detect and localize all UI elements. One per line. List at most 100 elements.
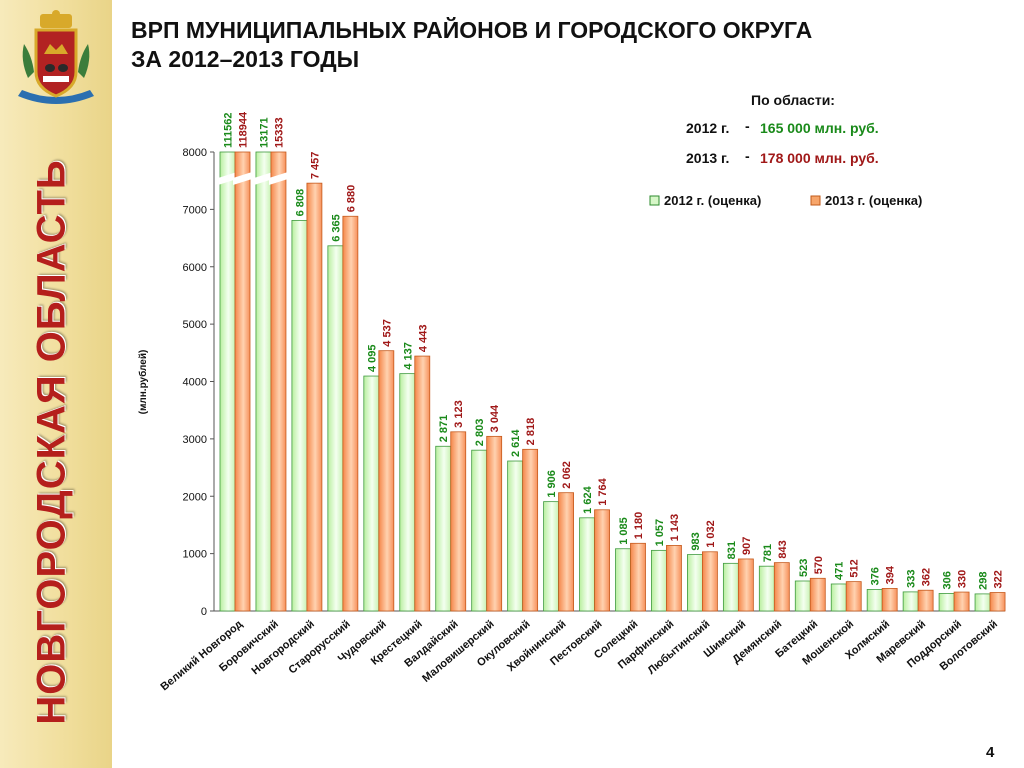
bar-2012 bbox=[974, 593, 991, 612]
data-label: 362 bbox=[921, 568, 933, 586]
title-line-2: ЗА 2012–2013 ГОДЫ bbox=[131, 46, 360, 72]
data-label: 2 871 bbox=[438, 415, 450, 443]
x-tick-label: Новгородский bbox=[249, 618, 316, 677]
data-label: 322 bbox=[993, 570, 1005, 588]
data-label: 523 bbox=[798, 559, 810, 577]
data-label: 13171 bbox=[258, 117, 270, 148]
axis-break-mark bbox=[253, 172, 273, 185]
bar-2012 bbox=[399, 373, 416, 612]
data-label: 1 180 bbox=[633, 512, 645, 540]
bar-2013 bbox=[773, 562, 790, 612]
bar-2013 bbox=[558, 492, 574, 612]
bar-2012 bbox=[255, 151, 272, 612]
data-label: 1 085 bbox=[618, 517, 630, 545]
summary-row-2012: 2012 г. - 165 000 млн. руб. bbox=[686, 118, 879, 136]
bar-2013 bbox=[306, 182, 323, 612]
y-tick-label: 6000 bbox=[183, 262, 207, 274]
y-tick-label: 5000 bbox=[183, 319, 207, 331]
data-label: 6 365 bbox=[330, 214, 342, 242]
bar-2013 bbox=[486, 435, 503, 612]
data-label: 2 803 bbox=[474, 419, 486, 447]
bar-2012 bbox=[866, 589, 883, 612]
novgorod-coat-of-arms-icon bbox=[18, 10, 94, 104]
summary-dash-2012: - bbox=[745, 118, 750, 134]
data-label: 298 bbox=[978, 572, 990, 590]
data-label: 3 123 bbox=[453, 400, 465, 428]
bar-2013 bbox=[917, 589, 934, 612]
data-label: 2 818 bbox=[525, 418, 537, 446]
bar-2012 bbox=[687, 554, 703, 612]
bar-2012 bbox=[758, 565, 775, 612]
legend-label-2013: 2013 г. (оценка) bbox=[825, 193, 922, 208]
bar-2012 bbox=[507, 460, 524, 612]
bar-2013 bbox=[845, 581, 862, 612]
data-label: 394 bbox=[885, 565, 897, 584]
y-tick-label: 4000 bbox=[183, 377, 207, 389]
bar-2013 bbox=[342, 215, 359, 612]
page-number: 4 bbox=[986, 744, 995, 761]
data-label: 6 808 bbox=[294, 189, 306, 217]
legend: 2012 г. (оценка) 2013 г. (оценка) bbox=[649, 193, 922, 208]
summary-year-2013: 2013 г. bbox=[686, 150, 729, 166]
data-label: 376 bbox=[870, 567, 882, 585]
summary-heading: По области: bbox=[751, 92, 835, 108]
bar-2013 bbox=[702, 551, 718, 612]
data-label: 2 614 bbox=[510, 429, 522, 457]
data-label: 4 537 bbox=[381, 319, 393, 347]
y-tick-label: 3000 bbox=[183, 434, 207, 446]
y-tick-label: 0 bbox=[201, 606, 207, 618]
y-tick-label: 2000 bbox=[183, 491, 207, 503]
bar-2013 bbox=[881, 587, 898, 612]
bar-2013 bbox=[953, 591, 970, 612]
bar-2013 bbox=[414, 355, 431, 612]
axis-break-mark bbox=[268, 172, 288, 185]
data-label: 3 044 bbox=[489, 404, 501, 432]
axis-break-mark bbox=[218, 172, 237, 185]
data-label: 907 bbox=[741, 537, 753, 555]
bar-2012 bbox=[363, 375, 380, 612]
summary-year-2012: 2012 г. bbox=[686, 120, 729, 136]
bar-2012 bbox=[938, 593, 955, 612]
data-label: 7 457 bbox=[309, 152, 321, 180]
legend-label-2012: 2012 г. (оценка) bbox=[664, 193, 761, 208]
data-label: 1 764 bbox=[597, 477, 609, 505]
data-label: 2 062 bbox=[561, 461, 573, 489]
data-label: 333 bbox=[906, 570, 918, 588]
bar-2012 bbox=[830, 583, 847, 612]
axis-break-mark bbox=[233, 172, 252, 185]
bar-2012 bbox=[722, 562, 739, 612]
summary-value-2012: 165 000 млн. руб. bbox=[760, 120, 879, 136]
bar-2013 bbox=[378, 350, 395, 612]
bar-2012 bbox=[794, 580, 811, 612]
y-axis-title: (млн.рублей) bbox=[137, 350, 149, 415]
bar-2013 bbox=[809, 577, 826, 612]
summary-dash-2013: - bbox=[745, 148, 750, 164]
bar-2013 bbox=[234, 151, 251, 612]
data-label: 512 bbox=[849, 559, 861, 577]
data-label: 4 443 bbox=[417, 325, 429, 353]
data-label: 983 bbox=[690, 532, 702, 550]
bar-2013 bbox=[522, 448, 539, 612]
bar-2012 bbox=[615, 548, 631, 612]
summary-value-2013: 178 000 млн. руб. bbox=[760, 150, 879, 166]
data-label: 4 095 bbox=[366, 345, 378, 373]
bar-2012 bbox=[579, 517, 595, 612]
data-label: 118944 bbox=[238, 111, 250, 148]
title-line-1: ВРП МУНИЦИПАЛЬНЫХ РАЙОНОВ И ГОРОДСКОГО О… bbox=[131, 17, 813, 43]
data-label: 15333 bbox=[273, 117, 285, 148]
x-tick-label: Старорусский bbox=[286, 618, 352, 676]
sidebar-banner: НОВГОРОДСКАЯ ОБЛАСТЬ bbox=[0, 0, 112, 768]
bar-2013 bbox=[989, 592, 1006, 612]
bar-2013 bbox=[666, 545, 682, 612]
bar-2012 bbox=[543, 501, 559, 612]
data-label: 1 906 bbox=[546, 470, 558, 498]
legend-swatch-2013 bbox=[810, 195, 821, 206]
data-label: 1 624 bbox=[582, 485, 594, 513]
bar-2012 bbox=[291, 219, 308, 612]
data-label: 306 bbox=[942, 571, 954, 589]
data-label: 4 137 bbox=[402, 342, 414, 370]
bar-2013 bbox=[630, 542, 646, 612]
data-label: 6 880 bbox=[345, 185, 357, 213]
data-label: 1 057 bbox=[654, 519, 666, 547]
